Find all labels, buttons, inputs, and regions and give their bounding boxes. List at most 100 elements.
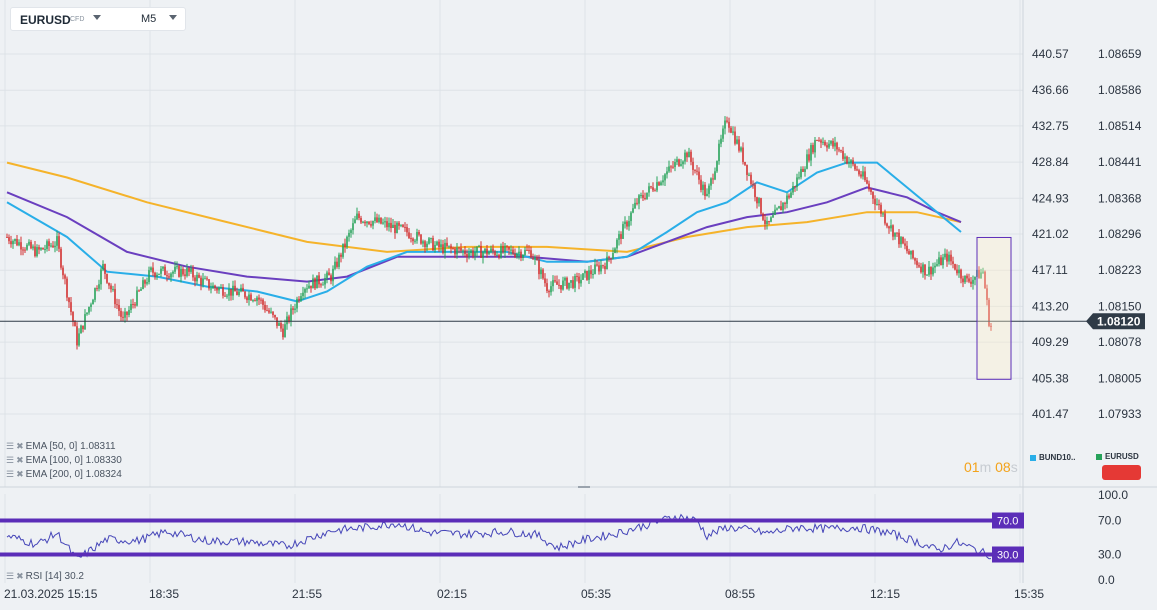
candle-body (600, 265, 602, 272)
candle-body (582, 273, 584, 280)
close-icon[interactable]: ✖ (16, 469, 24, 479)
symbol-selector[interactable]: EURUSD CFD M5 (10, 7, 186, 31)
chevron-down-icon[interactable] (169, 15, 177, 20)
candle-body (362, 221, 364, 223)
candle-body (68, 297, 70, 303)
candle-body (436, 241, 438, 245)
candle-body (156, 274, 158, 277)
close-icon[interactable]: ✖ (16, 455, 24, 465)
candle-body (364, 221, 366, 224)
candle-body (974, 276, 976, 280)
candle-body (990, 325, 992, 327)
ema50-legend[interactable]: ☰ ✖ EMA [50, 0] 1.08311 (6, 441, 116, 452)
candle-body (678, 159, 680, 166)
candle-body (606, 256, 608, 270)
candle-body (952, 261, 954, 264)
candle-body (704, 184, 706, 196)
candle-body (506, 245, 508, 247)
candle-body (816, 140, 818, 142)
candle-body (708, 185, 710, 194)
candle-body (328, 272, 330, 276)
candle-body (752, 183, 754, 185)
candle-body (330, 275, 332, 282)
price-alert-badge[interactable] (1102, 465, 1141, 480)
candle-body (274, 315, 276, 318)
candle-body (234, 285, 236, 292)
candle-body (426, 243, 428, 248)
candle-body (728, 121, 730, 128)
candle-body (418, 232, 420, 235)
candle-body (140, 289, 142, 291)
candle-body (258, 297, 260, 300)
candle-body (24, 249, 26, 251)
series-swatch (1030, 454, 1036, 461)
candle-body (878, 204, 880, 206)
close-icon[interactable]: ✖ (16, 571, 24, 581)
rsi-legend[interactable]: ☰ ✖ RSI [14] 30.2 (6, 571, 84, 582)
settings-icon[interactable]: ☰ (6, 441, 15, 451)
settings-icon[interactable]: ☰ (6, 469, 15, 479)
y-tick-label-right: 1.08005 (1098, 371, 1142, 385)
chevron-down-icon[interactable] (93, 15, 101, 20)
candle-body (670, 166, 672, 168)
candle-body (798, 177, 800, 179)
candle-body (112, 288, 114, 290)
candle-body (218, 287, 220, 291)
settings-icon[interactable]: ☰ (6, 455, 15, 465)
candle-body (224, 295, 226, 297)
candle-body (508, 246, 510, 250)
candle-body (888, 226, 890, 229)
candle-body (806, 154, 808, 169)
candle-body (770, 217, 772, 222)
candle-body (264, 304, 266, 311)
settings-icon[interactable]: ☰ (6, 571, 15, 581)
y-tick-label-left: 413.20 (1032, 299, 1069, 313)
candle-body (440, 244, 442, 248)
candle-body (968, 278, 970, 282)
candle-body (864, 171, 866, 181)
candle-body (190, 268, 192, 272)
candle-body (186, 268, 188, 276)
candle-body (646, 192, 648, 199)
y-tick-label-left: 440.57 (1032, 47, 1069, 61)
candle-body (966, 275, 968, 279)
x-tick-label: 21.03.2025 15:15 (4, 587, 98, 601)
timeframe-label[interactable]: M5 (141, 13, 157, 25)
eurusd-legend[interactable]: EURUSD (1096, 452, 1139, 461)
candle-body (470, 250, 472, 254)
candle-body (368, 221, 370, 225)
candle-body (378, 217, 380, 223)
candle-body (198, 274, 200, 278)
candle-body (666, 171, 668, 175)
candle-body (960, 269, 962, 279)
candle-body (474, 252, 476, 256)
bund-legend[interactable]: BUND10.. (1030, 453, 1075, 462)
symbol-name: EURUSD (20, 13, 71, 27)
candle-body (556, 281, 558, 285)
candle-body (412, 238, 414, 242)
candle-body (398, 222, 400, 226)
candle-body (526, 249, 528, 251)
candle-body (860, 174, 862, 177)
ema200-legend[interactable]: ☰ ✖ EMA [200, 0] 1.08324 (6, 469, 122, 480)
candle-body (874, 198, 876, 205)
candle-body (292, 308, 294, 310)
candle-body (460, 248, 462, 251)
candle-body (502, 246, 504, 253)
candle-body (406, 227, 408, 233)
close-icon[interactable]: ✖ (16, 441, 24, 451)
candle-body (572, 280, 574, 288)
candle-body (464, 250, 466, 255)
candle-body (768, 221, 770, 223)
candle-body (644, 197, 646, 199)
candle-body (334, 261, 336, 269)
candle-body (350, 230, 352, 233)
candle-body (48, 241, 50, 246)
candle-body (294, 308, 296, 310)
candle-body (940, 257, 942, 266)
candle-body (284, 324, 286, 338)
current-price-tag (1086, 313, 1145, 330)
ema100-legend[interactable]: ☰ ✖ EMA [100, 0] 1.08330 (6, 455, 122, 466)
candle-body (726, 120, 728, 122)
